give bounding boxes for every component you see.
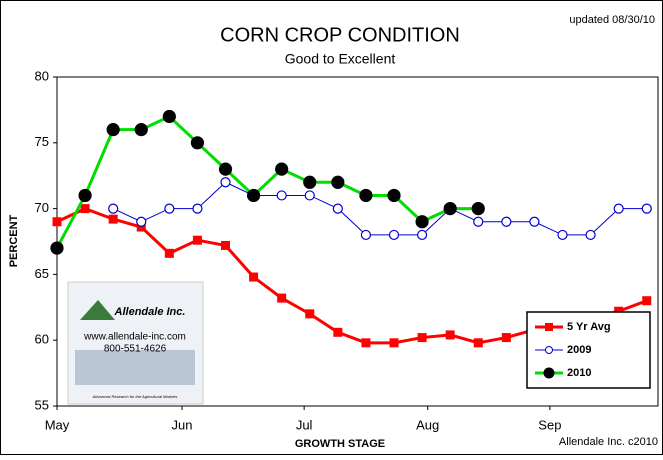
point bbox=[361, 338, 371, 348]
point bbox=[164, 248, 174, 258]
x-tick-label: Jul bbox=[296, 417, 313, 432]
point bbox=[218, 162, 233, 176]
point bbox=[106, 123, 120, 137]
point bbox=[389, 338, 399, 348]
x-tick-label: May bbox=[45, 417, 70, 432]
point bbox=[471, 202, 485, 216]
point bbox=[220, 177, 231, 188]
point bbox=[164, 203, 175, 214]
point bbox=[473, 216, 484, 227]
point bbox=[304, 190, 315, 201]
point bbox=[501, 333, 511, 343]
x-tick-label: Jun bbox=[171, 417, 192, 432]
legend-marker bbox=[545, 323, 553, 331]
point bbox=[642, 296, 652, 306]
legend-label: 5 Yr Avg bbox=[567, 321, 611, 333]
point bbox=[108, 203, 119, 214]
point bbox=[557, 229, 568, 241]
legend-marker bbox=[543, 367, 555, 379]
point bbox=[275, 162, 289, 176]
point bbox=[585, 229, 596, 241]
logo-name: Allendale Inc. bbox=[114, 306, 186, 318]
logo-url: www.allendale-inc.com bbox=[83, 332, 186, 343]
point bbox=[78, 188, 92, 203]
legend-marker bbox=[545, 346, 553, 354]
point bbox=[50, 241, 64, 255]
legend-label: 2010 bbox=[567, 367, 591, 379]
chart-title: CORN CROP CONDITION bbox=[220, 24, 460, 46]
point bbox=[529, 216, 540, 227]
point bbox=[246, 188, 261, 203]
point bbox=[221, 240, 231, 250]
point bbox=[80, 204, 90, 214]
y-tick-label: 60 bbox=[35, 332, 49, 347]
y-tick-label: 65 bbox=[35, 266, 49, 281]
point bbox=[162, 109, 176, 124]
point bbox=[641, 203, 652, 214]
y-tick-label: 70 bbox=[35, 200, 49, 215]
logo-icon bbox=[80, 300, 115, 320]
point bbox=[415, 215, 429, 229]
subtitle: Good to Excellent bbox=[285, 51, 396, 67]
point bbox=[52, 217, 62, 227]
logo-image bbox=[75, 350, 195, 385]
point bbox=[417, 333, 427, 343]
point bbox=[445, 330, 455, 340]
credit: Allendale Inc. c2010 bbox=[559, 436, 658, 448]
point bbox=[192, 235, 202, 245]
point bbox=[501, 216, 512, 227]
point bbox=[331, 175, 345, 189]
logo: Allendale Inc. www.allendale-inc.com 800… bbox=[67, 281, 204, 405]
logo-phone: 800-551-4626 bbox=[104, 344, 167, 355]
point bbox=[360, 229, 372, 241]
y-tick-label: 80 bbox=[35, 68, 49, 83]
y-tick-label: 55 bbox=[35, 397, 49, 412]
point bbox=[613, 203, 624, 214]
point bbox=[108, 214, 118, 224]
x-tick-label: Sep bbox=[538, 417, 561, 432]
point bbox=[190, 136, 205, 150]
point bbox=[192, 203, 203, 214]
x-tick-label: Aug bbox=[416, 417, 439, 432]
point bbox=[359, 188, 373, 203]
note: updated 08/30/10 bbox=[569, 14, 655, 26]
legend-label: 2009 bbox=[567, 344, 591, 356]
point bbox=[387, 188, 401, 203]
point bbox=[416, 229, 428, 241]
point bbox=[277, 293, 287, 303]
point bbox=[305, 309, 315, 319]
point bbox=[473, 338, 483, 348]
point bbox=[249, 272, 259, 282]
x-axis-label: GROWTH STAGE bbox=[295, 438, 385, 450]
point bbox=[276, 190, 287, 201]
point bbox=[136, 216, 147, 227]
point bbox=[388, 229, 400, 241]
point bbox=[134, 123, 148, 137]
point bbox=[333, 327, 343, 337]
y-axis-label: PERCENT bbox=[8, 214, 20, 267]
point bbox=[303, 175, 317, 189]
point bbox=[332, 203, 343, 214]
series-line bbox=[55, 114, 479, 249]
y-tick-label: 75 bbox=[35, 134, 49, 149]
point bbox=[443, 202, 457, 216]
logo-tagline: Advanced Research for the Agricultural M… bbox=[92, 394, 178, 399]
series-line bbox=[112, 181, 647, 236]
